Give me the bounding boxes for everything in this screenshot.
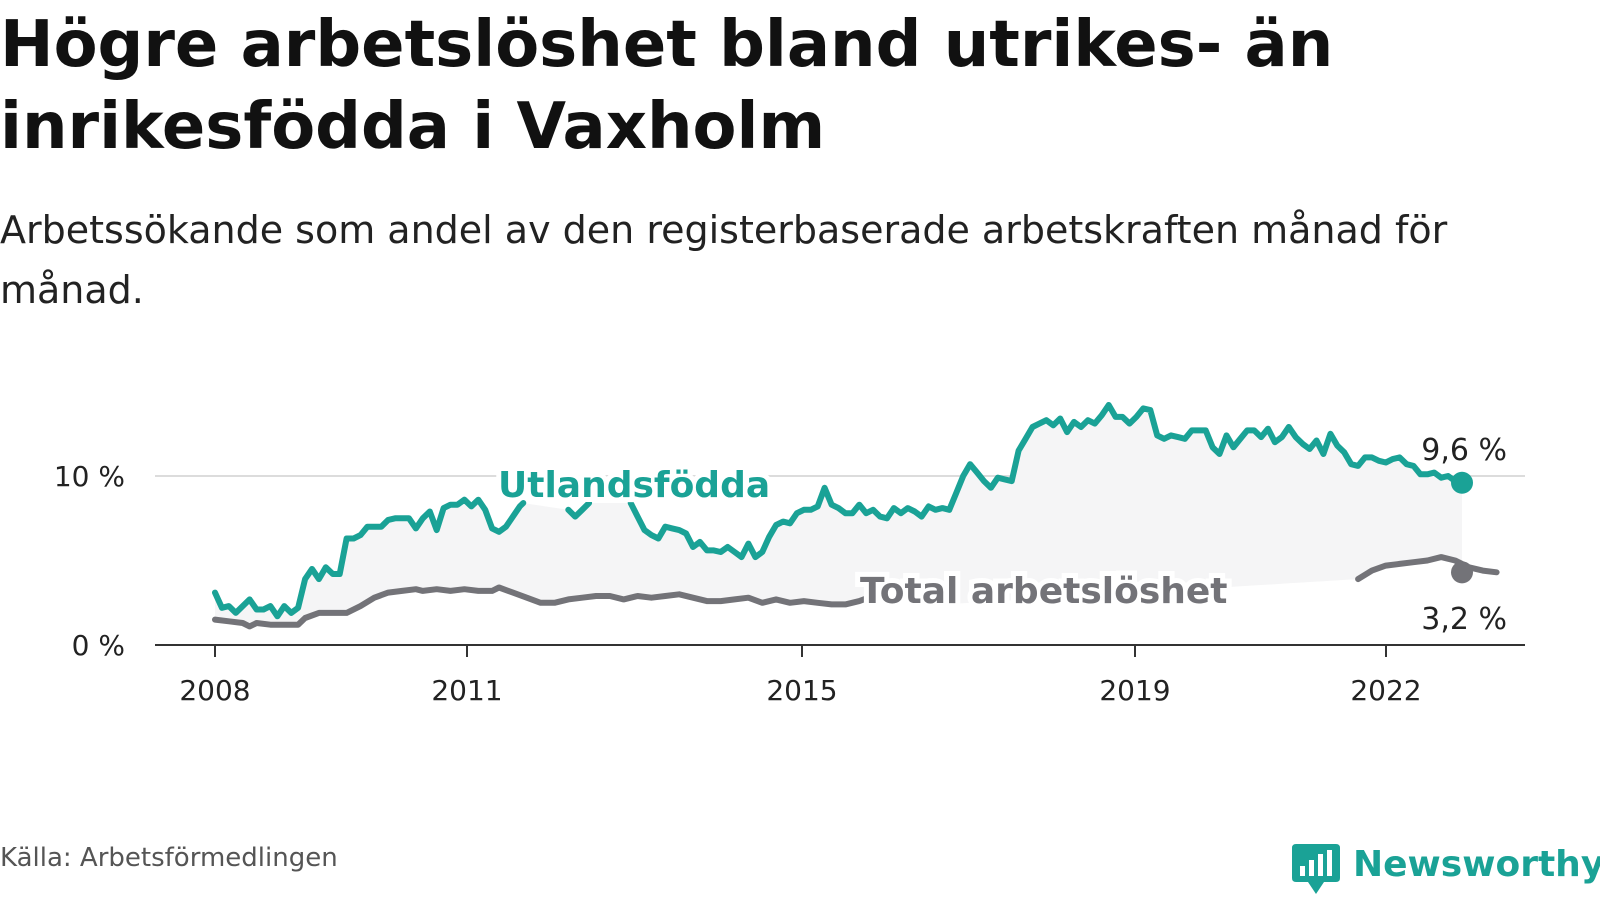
y-tick-label: 10 %	[54, 460, 125, 493]
series-line-utlandsfodda	[565, 500, 593, 520]
series-end-marker	[1451, 561, 1473, 584]
x-tick-label: 2019	[1099, 674, 1170, 707]
y-tick-label: 0 %	[72, 629, 125, 662]
newsworthy-logo	[1292, 844, 1340, 894]
x-tick-label: 2011	[431, 674, 502, 707]
newsworthy-logo-text: Newsworthy	[1353, 844, 1600, 885]
series-label-utlandsfodda: Utlandsfödda	[498, 465, 770, 506]
newsworthy-logo-icon	[1292, 844, 1340, 894]
series-layer	[212, 402, 1500, 630]
end-value-label-utlandsfodda: 9,6 %	[1421, 433, 1507, 468]
x-tick-label: 2015	[766, 674, 837, 707]
series-line-utlandsfodda	[627, 402, 1465, 561]
label-layer: Utlandsfödda Total arbetslöshet 9,6 % 3,…	[493, 433, 1507, 637]
series-label-total-arbetsloshet: Total arbetslöshet	[860, 571, 1228, 612]
chart-title: Högre arbetslöshet bland utrikes- än inr…	[0, 8, 1334, 164]
axis-layer: 0 % 10 % 2008 2011 2015 2019 2022	[54, 460, 1525, 707]
chart-subtitle: Arbetssökande som andel av den registerb…	[0, 208, 1448, 312]
series-line-utlandsfodda	[212, 496, 527, 620]
x-tick-label: 2008	[179, 674, 250, 707]
range-band	[215, 405, 1462, 627]
series-end-marker	[1451, 471, 1473, 494]
source-note: Källa: Arbetsförmedlingen	[0, 843, 338, 873]
x-tick-label: 2022	[1350, 674, 1421, 707]
series-line-total	[1355, 554, 1500, 583]
end-value-label-total: 3,2 %	[1421, 602, 1507, 637]
series-line-total	[212, 584, 946, 630]
